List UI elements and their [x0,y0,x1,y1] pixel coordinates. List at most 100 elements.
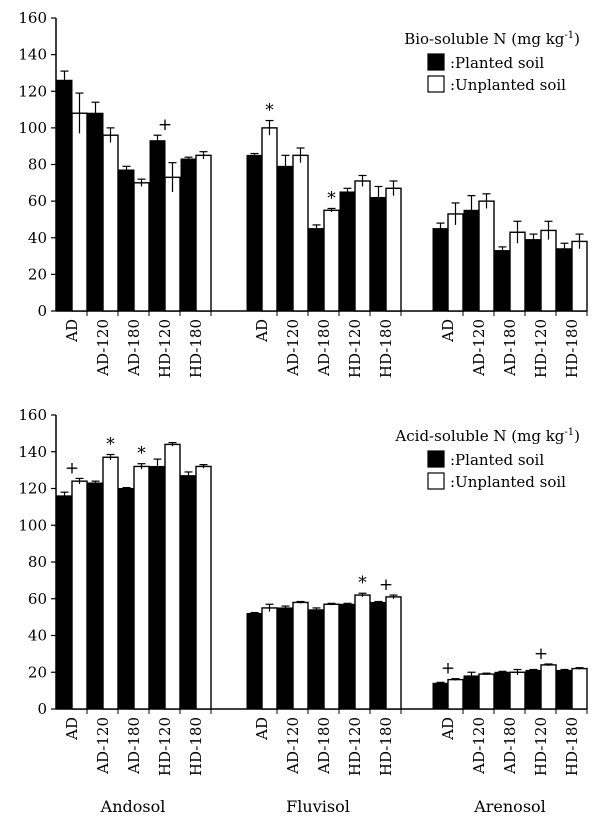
bar-unplanted [195,154,212,312]
bar-planted [56,495,73,710]
y-tick-label: 80 [28,553,47,571]
bar-planted [432,228,449,312]
y-tick-label: 20 [28,265,47,283]
category-label: HD-120 [532,717,550,776]
category-label: AD-180 [125,717,143,775]
bar-planted [525,669,542,710]
bar-unplanted [478,200,495,312]
bar-planted [149,140,166,312]
category-label: HD-180 [187,319,205,378]
category-label: AD-120 [470,319,488,377]
category-label: HD-120 [156,717,174,776]
bar-unplanted [133,182,150,312]
category-label: AD-180 [125,319,143,377]
bar-unplanted [447,213,464,312]
bar-unplanted [323,603,340,710]
legend-label-unplanted: :Unplanted soil [450,76,566,94]
legend-title: Acid-soluble N (mg kg-1) [394,427,580,445]
category-label: AD-120 [470,717,488,775]
bar-planted [339,603,356,710]
y-tick-label: 0 [37,302,47,320]
legend-swatch-planted [427,450,445,468]
bar-planted [494,250,511,312]
bar-planted [87,482,104,710]
bar-unplanted [478,673,495,710]
bar-unplanted [195,465,212,710]
category-label: AD-120 [284,319,302,377]
bar-planted [463,675,480,710]
y-tick-label: 160 [18,406,47,424]
bar-unplanted [323,209,340,312]
bar-planted [463,209,480,312]
bar-unplanted [164,443,181,710]
bar-planted [339,191,356,312]
bar-unplanted [292,601,309,710]
y-tick-label: 120 [18,480,47,498]
significance-mark: + [158,115,172,135]
significance-mark: * [137,444,146,464]
significance-mark: * [358,573,367,593]
soil-label-fluvisol: Fluvisol [286,797,350,816]
significance-mark: + [441,659,455,679]
legend-swatch-planted [427,53,445,71]
category-label: HD-180 [187,717,205,776]
bar-planted [370,196,387,312]
bar-unplanted [354,594,371,710]
acid-soluble-chart: 0 20 40 60 80 100 120 140 160 + AD * AD-120 * AD-180 HD… [18,406,588,776]
significance-mark: + [379,575,393,595]
bar-planted [56,79,73,312]
y-tick-label: 160 [18,9,47,27]
bar-unplanted [571,667,588,710]
legend-title: Bio-soluble N (mg kg-1) [404,30,580,48]
bar-unplanted [261,607,278,710]
category-label: HD-120 [346,319,364,378]
legend-label-unplanted: :Unplanted soil [450,473,566,491]
legend-label-planted: :Planted soil [450,451,544,469]
bar-planted [556,248,573,312]
y-tick-label: 40 [28,627,47,645]
category-label: AD-180 [501,717,519,775]
soil-labels: Andosol Fluvisol Arenosol [100,797,546,816]
y-tick-label: 140 [18,443,47,461]
category-label: AD [63,717,81,741]
bar-unplanted [509,671,526,710]
y-tick-label: 60 [28,590,47,608]
bar-unplanted [133,465,150,710]
category-label: AD [253,319,271,343]
legend-label-planted: :Planted soil [450,54,544,72]
category-label: AD-180 [315,319,333,377]
bar-planted [118,169,135,312]
significance-mark: * [327,188,336,208]
bar-planted [87,112,104,312]
category-label: AD-120 [94,717,112,775]
bar-planted [118,488,135,710]
category-label: HD-180 [377,319,395,378]
bar-planted [277,165,294,312]
y-tick-label: 60 [28,192,47,210]
category-label: AD-120 [284,717,302,775]
y-tick-label: 120 [18,82,47,100]
y-tick-label: 0 [37,700,47,718]
category-label: AD-180 [315,717,333,775]
bar-planted [525,239,542,312]
bar-unplanted [102,456,119,710]
bar-unplanted [354,180,371,312]
bar-unplanted [71,112,88,312]
bar-planted [308,609,325,710]
bar-planted [246,612,263,710]
bar-planted [370,601,387,710]
legend-swatch-unplanted [427,472,445,490]
y-tick-label: 20 [28,663,47,681]
bar-planted [277,607,294,710]
y-tick-label: 140 [18,46,47,64]
category-label: HD-180 [563,319,581,378]
category-label: HD-120 [532,319,550,378]
category-label: AD [439,717,457,741]
bar-unplanted [292,154,309,312]
bar-unplanted [261,127,278,312]
significance-mark: + [65,458,79,478]
bar-planted [246,154,263,312]
bar-planted [180,475,197,710]
bar-planted [180,158,197,312]
